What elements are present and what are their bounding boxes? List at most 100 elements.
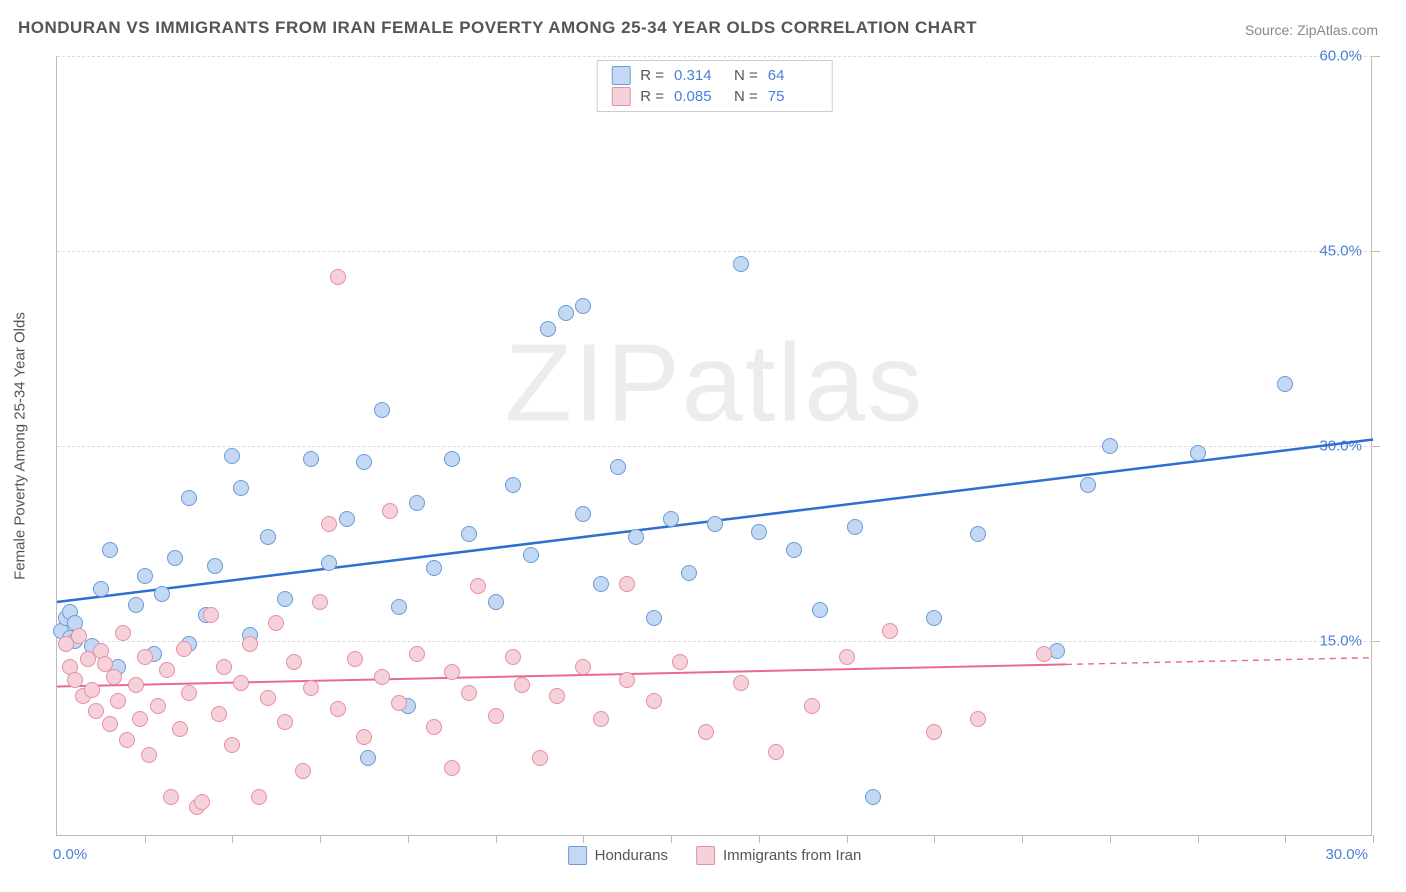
data-point <box>277 591 293 607</box>
data-point <box>882 623 898 639</box>
x-axis-max-label: 30.0% <box>1325 846 1368 863</box>
data-point <box>119 732 135 748</box>
data-point <box>523 547 539 563</box>
data-point <box>203 607 219 623</box>
data-point <box>488 708 504 724</box>
series-legend: Hondurans Immigrants from Iran <box>568 846 862 865</box>
data-point <box>804 698 820 714</box>
data-point <box>409 646 425 662</box>
data-point <box>207 558 223 574</box>
data-point <box>132 711 148 727</box>
data-point <box>1102 438 1118 454</box>
data-point <box>216 659 232 675</box>
data-point <box>461 526 477 542</box>
data-point <box>347 651 363 667</box>
data-point <box>115 625 131 641</box>
data-point <box>137 649 153 665</box>
data-point <box>505 649 521 665</box>
data-point <box>93 581 109 597</box>
data-point <box>681 565 697 581</box>
regression-lines <box>57 56 1372 835</box>
data-point <box>260 690 276 706</box>
x-tick <box>496 835 497 843</box>
x-tick <box>934 835 935 843</box>
x-tick <box>320 835 321 843</box>
data-point <box>374 402 390 418</box>
r-value: 0.085 <box>674 88 724 105</box>
legend-label: Immigrants from Iran <box>723 847 861 864</box>
data-point <box>224 737 240 753</box>
legend-swatch <box>696 846 715 865</box>
data-point <box>593 576 609 592</box>
data-point <box>312 594 328 610</box>
data-point <box>514 677 530 693</box>
data-point <box>970 526 986 542</box>
n-label: N = <box>734 67 758 84</box>
data-point <box>88 703 104 719</box>
data-point <box>488 594 504 610</box>
data-point <box>356 729 372 745</box>
data-point <box>360 750 376 766</box>
data-point <box>268 615 284 631</box>
data-point <box>768 744 784 760</box>
x-tick <box>1373 835 1374 843</box>
stats-legend-box: R =0.314N =64R =0.085N =75 <box>596 60 833 112</box>
data-point <box>505 477 521 493</box>
x-tick <box>1022 835 1023 843</box>
data-point <box>71 628 87 644</box>
x-tick <box>847 835 848 843</box>
data-point <box>786 542 802 558</box>
plot-area: ZIPatlas 15.0%30.0%45.0%60.0% 0.0% 30.0%… <box>56 56 1372 836</box>
data-point <box>575 506 591 522</box>
stats-row: R =0.314N =64 <box>611 65 818 86</box>
data-point <box>619 576 635 592</box>
data-point <box>593 711 609 727</box>
data-point <box>303 451 319 467</box>
data-point <box>426 719 442 735</box>
data-point <box>1036 646 1052 662</box>
legend-swatch <box>611 87 630 106</box>
data-point <box>181 685 197 701</box>
data-point <box>663 511 679 527</box>
data-point <box>646 693 662 709</box>
n-value: 75 <box>768 88 818 105</box>
data-point <box>84 682 100 698</box>
data-point <box>926 724 942 740</box>
data-point <box>558 305 574 321</box>
x-tick <box>1110 835 1111 843</box>
data-point <box>549 688 565 704</box>
data-point <box>865 789 881 805</box>
data-point <box>330 701 346 717</box>
data-point <box>106 669 122 685</box>
legend-label: Hondurans <box>595 847 668 864</box>
y-axis-label: Female Poverty Among 25-34 Year Olds <box>12 312 29 580</box>
data-point <box>102 542 118 558</box>
data-point <box>128 597 144 613</box>
data-point <box>461 685 477 701</box>
data-point <box>321 516 337 532</box>
data-point <box>67 672 83 688</box>
data-point <box>159 662 175 678</box>
data-point <box>141 747 157 763</box>
data-point <box>839 649 855 665</box>
data-point <box>233 480 249 496</box>
x-tick <box>408 835 409 843</box>
data-point <box>286 654 302 670</box>
data-point <box>374 669 390 685</box>
data-point <box>181 490 197 506</box>
data-point <box>444 451 460 467</box>
data-point <box>444 760 460 776</box>
data-point <box>444 664 460 680</box>
source-attribution: Source: ZipAtlas.com <box>1245 22 1378 38</box>
data-point <box>733 256 749 272</box>
x-tick <box>583 835 584 843</box>
data-point <box>1277 376 1293 392</box>
data-point <box>575 659 591 675</box>
data-point <box>330 269 346 285</box>
data-point <box>575 298 591 314</box>
data-point <box>233 675 249 691</box>
x-tick <box>1285 835 1286 843</box>
data-point <box>154 586 170 602</box>
data-point <box>426 560 442 576</box>
data-point <box>224 448 240 464</box>
